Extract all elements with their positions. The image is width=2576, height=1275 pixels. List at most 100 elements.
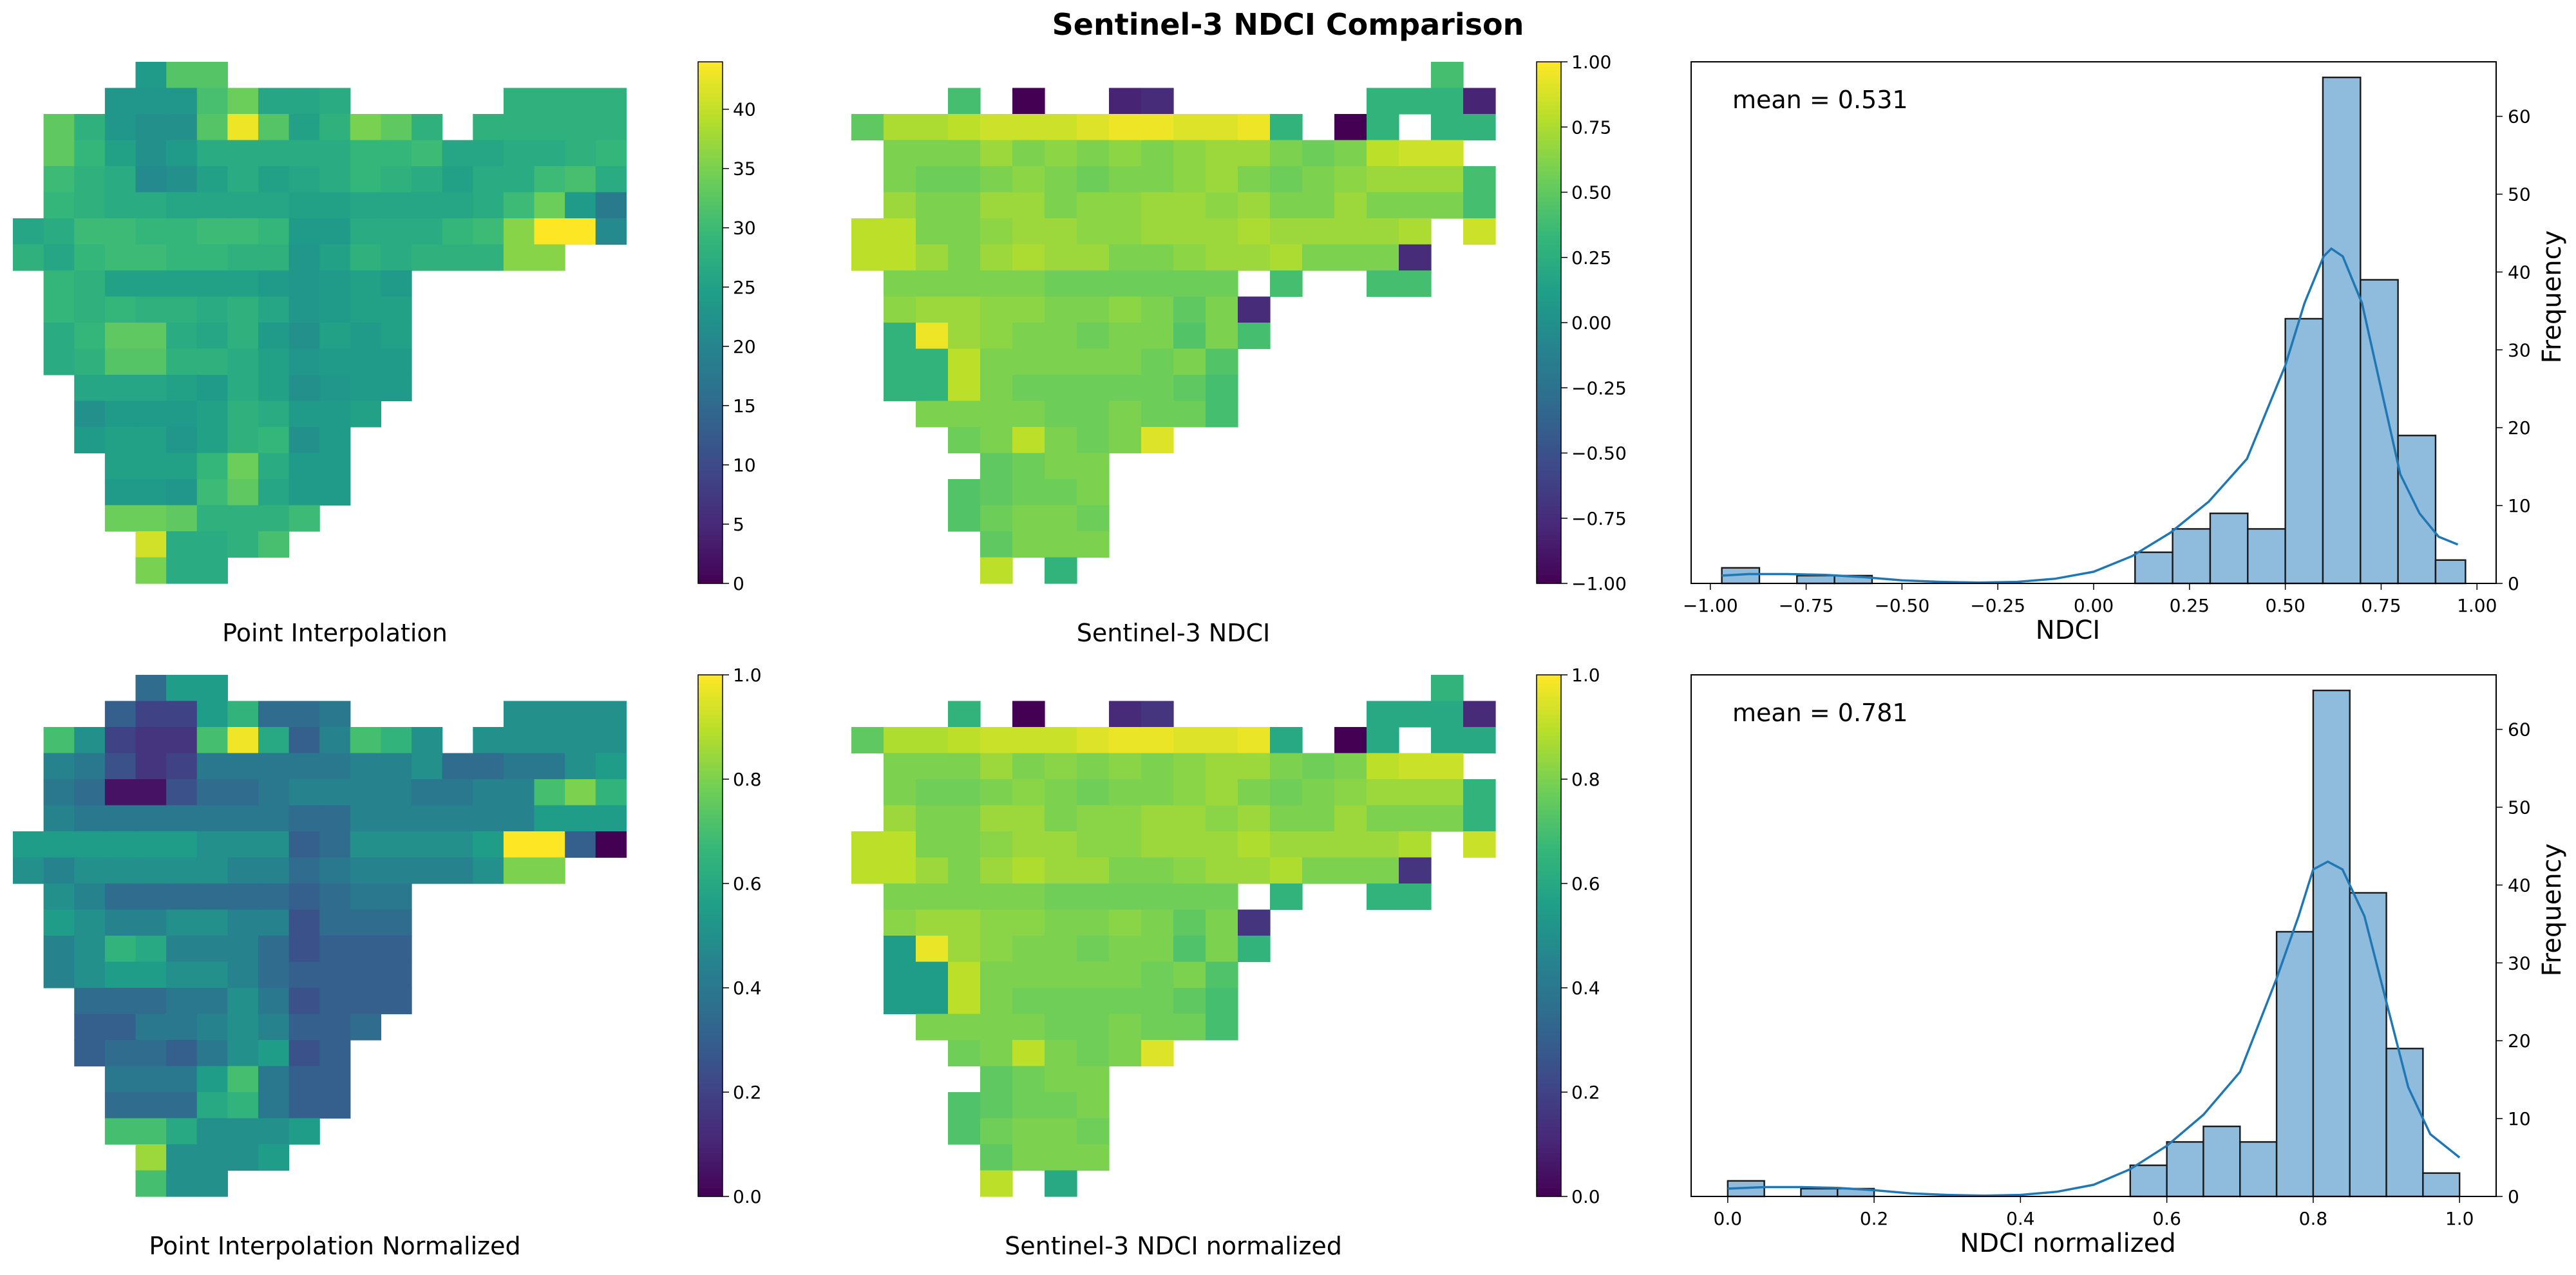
heatmap-cell xyxy=(1173,166,1206,193)
heatmap-cell xyxy=(1077,1118,1110,1145)
colorbar-segment xyxy=(698,731,723,737)
colorbar-segment xyxy=(698,396,723,402)
heatmap-cell xyxy=(1141,805,1174,832)
colorbar-segment xyxy=(1537,722,1561,728)
heatmap-cell xyxy=(289,1014,320,1041)
colorbar-segment xyxy=(698,779,723,784)
heatmap-cell xyxy=(916,244,949,271)
colorbar-segment xyxy=(1537,870,1561,876)
colorbar-segment xyxy=(698,887,723,893)
colorbar-segment xyxy=(698,249,723,254)
heatmap-cell xyxy=(1173,140,1206,167)
colorbar-segment xyxy=(698,961,723,967)
heatmap-cell xyxy=(534,701,565,728)
y-tick-label: 10 xyxy=(2508,495,2531,516)
heatmap-cell xyxy=(1270,857,1303,884)
heatmap-cell xyxy=(1045,883,1077,911)
colorbar-segment xyxy=(698,410,723,415)
colorbar-segment xyxy=(698,1162,723,1167)
heatmap-cell xyxy=(196,857,228,884)
heatmap-cell xyxy=(412,114,443,141)
heatmap-cell xyxy=(135,244,167,271)
heatmap-cell xyxy=(980,961,1013,988)
colorbar-segment xyxy=(698,192,723,197)
colorbar-segment xyxy=(698,579,723,584)
colorbar-segment xyxy=(1537,323,1561,328)
colorbar-segment xyxy=(698,692,723,697)
heatmap-cell xyxy=(1012,1014,1045,1041)
heatmap-cell xyxy=(1399,883,1432,911)
heatmap-cell xyxy=(1012,401,1045,428)
heatmap-cell xyxy=(1399,831,1432,858)
heatmap-cell xyxy=(1141,831,1174,858)
colorbar-segment xyxy=(698,835,723,841)
y-tick-label: 50 xyxy=(2508,184,2531,205)
colorbar-segment xyxy=(698,144,723,149)
heatmap-cell xyxy=(503,88,535,115)
heatmap-cell xyxy=(166,1014,198,1041)
heatmap-cell xyxy=(196,557,228,584)
heatmap-cell xyxy=(381,348,412,375)
heatmap-cell xyxy=(13,244,44,271)
heatmap-cell xyxy=(1012,453,1045,480)
heatmap-cell xyxy=(350,727,382,754)
heatmap-cell xyxy=(534,857,565,884)
colorbar-segment xyxy=(1537,1183,1561,1189)
heatmap-cell xyxy=(1431,727,1464,754)
heatmap-cell xyxy=(1206,218,1238,245)
colorbar-segment xyxy=(698,892,723,897)
colorbar-segment xyxy=(1537,470,1561,475)
colorbar-tick-label: 20 xyxy=(733,336,756,357)
heatmap-cell xyxy=(1109,401,1142,428)
heatmap-cell xyxy=(166,531,198,558)
heatmap-cell xyxy=(289,753,320,780)
heatmap-cell xyxy=(1431,62,1464,89)
colorbar-segment xyxy=(1537,1092,1561,1097)
colorbar-segment xyxy=(698,331,723,336)
heatmap-cell xyxy=(565,805,596,832)
colorbar-segment xyxy=(698,988,723,993)
colorbar-segment xyxy=(698,757,723,762)
colorbar-segment xyxy=(1537,1175,1561,1180)
heatmap-cell xyxy=(135,401,167,428)
colorbar-segment xyxy=(698,214,723,219)
colorbar-tick-label: 0.0 xyxy=(1571,1186,1600,1207)
colorbar-segment xyxy=(698,909,723,914)
heatmap-cell xyxy=(135,727,167,754)
colorbar-segment xyxy=(698,953,723,958)
colorbar-segment xyxy=(698,522,723,527)
heatmap-cell xyxy=(884,753,916,780)
heatmap-cell xyxy=(1238,831,1271,858)
colorbar-segment xyxy=(1537,249,1561,254)
colorbar-segment xyxy=(1537,114,1561,119)
colorbar-segment xyxy=(698,753,723,758)
heatmap-cell xyxy=(534,88,565,115)
heatmap-cell xyxy=(1270,244,1303,271)
colorbar-segment xyxy=(1537,475,1561,480)
colorbar-segment xyxy=(698,184,723,189)
heatmap-cell xyxy=(258,192,290,219)
heatmap-cell xyxy=(1077,244,1110,271)
heatmap-cell xyxy=(43,218,75,245)
heatmap-cell xyxy=(1206,375,1238,402)
heatmap-cell xyxy=(227,192,259,219)
heatmap-cell xyxy=(43,348,75,375)
colorbar-segment xyxy=(698,531,723,536)
heatmap-cell xyxy=(473,114,504,141)
heatmap-cell xyxy=(916,270,949,298)
heatmap-cell xyxy=(104,779,137,806)
colorbar-segment xyxy=(698,201,723,206)
heatmap-cell xyxy=(227,348,259,375)
colorbar-segment xyxy=(1537,231,1561,236)
heatmap-cell xyxy=(196,427,228,454)
colorbar-segment xyxy=(1537,757,1561,762)
heatmap-cell xyxy=(1012,192,1045,219)
heatmap-cell xyxy=(503,701,535,728)
heatmap-cell xyxy=(534,753,565,780)
heatmap-cell xyxy=(104,505,137,532)
colorbar-segment xyxy=(1537,683,1561,688)
heatmap-cell xyxy=(1045,831,1077,858)
heatmap-cell xyxy=(104,988,137,1015)
heatmap-cell xyxy=(1302,218,1335,245)
heatmap-cell xyxy=(1109,753,1142,780)
